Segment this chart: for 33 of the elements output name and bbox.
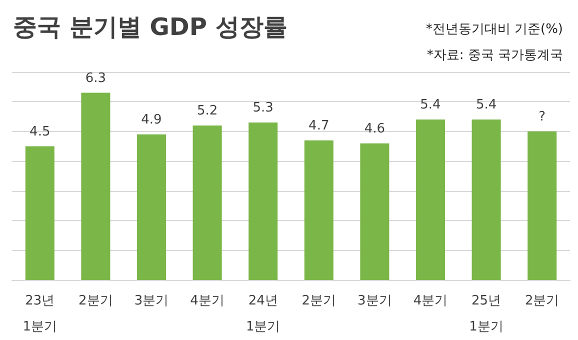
- x-tick-label: 4분기: [413, 294, 448, 308]
- text: *전년동기대비 기준(%): [426, 22, 564, 37]
- text: *자료: 중국 국가통계국: [426, 48, 564, 63]
- x-tick-label: 24년 1분기: [246, 294, 280, 334]
- bar: [416, 120, 446, 280]
- bar: [136, 134, 166, 280]
- x-tick-label: 25년 1분기: [469, 294, 504, 334]
- x-tick-label: 3분기: [358, 294, 392, 308]
- data-label: 4.9: [141, 112, 162, 128]
- data-label: 5.4: [476, 98, 497, 113]
- x-tick-label: 4분기: [190, 294, 224, 308]
- x-tick-label: 2분기: [524, 294, 560, 308]
- bar: [248, 122, 278, 280]
- chart-title: 중국 분기별 GDP 성장률: [13, 13, 288, 41]
- bar: [304, 140, 334, 280]
- bar: [472, 120, 501, 280]
- x-tick-label: 2분기: [302, 294, 336, 308]
- data-label: 4.5: [30, 124, 50, 140]
- x-tick-label: 2분기: [78, 294, 113, 308]
- x-tick-label: 3분기: [134, 294, 169, 308]
- data-label: 4.7: [308, 118, 330, 134]
- bar: [528, 131, 557, 280]
- data-label: 5.2: [196, 103, 218, 118]
- bar: [360, 143, 390, 280]
- data-label: 4.6: [364, 121, 386, 136]
- data-label: 5.4: [420, 98, 441, 113]
- bar: [192, 125, 222, 280]
- data-label: 5.3: [252, 100, 274, 116]
- bar: [81, 92, 110, 280]
- bar: [25, 146, 54, 280]
- x-tick-label: 23년 1분기: [22, 294, 58, 334]
- data-label: ?: [538, 109, 546, 124]
- data-label: 6.3: [85, 70, 106, 86]
